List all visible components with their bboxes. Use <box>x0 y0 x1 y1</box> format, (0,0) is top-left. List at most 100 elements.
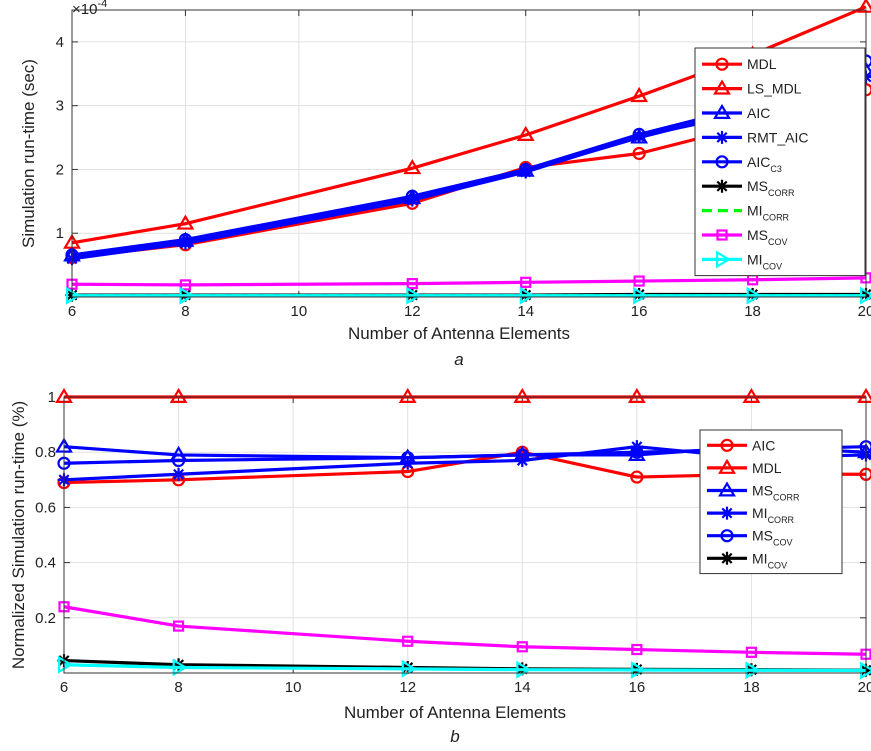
x-tick-label: 20 <box>858 679 871 696</box>
data-point <box>519 165 533 179</box>
legend-label: MDL <box>752 460 782 476</box>
series-line <box>63 663 867 673</box>
data-point <box>633 275 645 287</box>
data-point <box>859 286 871 305</box>
legend-label: MSCORR <box>752 483 800 503</box>
data-point <box>630 86 649 103</box>
legend-label: AIC <box>747 105 770 121</box>
legend-label-main: MI <box>752 550 768 566</box>
y-tick-label: 2 <box>56 161 64 178</box>
data-point <box>406 286 422 305</box>
y-multiplier: ×10-4 <box>72 0 107 18</box>
data-point <box>515 448 529 462</box>
legend-marker <box>715 155 729 169</box>
legend-marker <box>718 458 736 474</box>
panel-caption: b <box>450 727 459 746</box>
legend-marker <box>715 57 729 71</box>
data-point <box>627 445 646 461</box>
x-tick-label: 18 <box>744 303 761 320</box>
x-tick-label: 8 <box>181 303 189 320</box>
legend-label-main: MI <box>747 251 763 267</box>
legend-label-main: AIC <box>752 437 775 453</box>
x-tick-label: 6 <box>60 679 68 696</box>
legend-label: MICOV <box>752 550 787 570</box>
data-point <box>632 129 646 143</box>
data-point <box>745 646 758 658</box>
y-tick-label: 1 <box>48 389 56 406</box>
legend-marker <box>713 103 731 120</box>
data-point <box>401 659 417 678</box>
data-point <box>403 158 422 175</box>
legend-label-main: AIC <box>747 105 770 121</box>
legend-label-subscript: CORR <box>768 188 795 198</box>
data-point <box>172 658 186 672</box>
data-point <box>169 387 188 403</box>
legend-label-subscript: COV <box>768 560 788 570</box>
legend-label-main: AIC <box>747 154 770 170</box>
data-point <box>859 661 871 680</box>
data-point <box>171 453 186 468</box>
legend-marker <box>715 130 729 144</box>
data-point <box>179 279 192 291</box>
legend-label-main: MS <box>747 178 768 194</box>
x-tick-label: 16 <box>631 303 648 320</box>
data-point <box>632 146 646 161</box>
series-line <box>63 605 867 656</box>
legend-label-main: LS_MDL <box>747 81 802 97</box>
y-tick-label: 0.8 <box>35 444 56 461</box>
data-point <box>398 387 417 403</box>
series-group <box>63 0 871 305</box>
legend-label-subscript: COV <box>763 261 783 271</box>
data-point <box>516 641 528 653</box>
legend-marker <box>720 438 734 452</box>
data-point <box>402 635 414 647</box>
legend-label-main: MS <box>752 528 773 544</box>
data-point <box>627 387 646 403</box>
legend-label: MSCOV <box>747 227 788 247</box>
legend-label-subscript: CORR <box>768 515 795 525</box>
data-point <box>178 236 192 250</box>
legend-label: AIC <box>752 437 775 453</box>
panel-caption: a <box>454 350 463 369</box>
axes-frame <box>71 9 867 298</box>
data-point <box>630 445 644 459</box>
legend-label: RMT_AIC <box>747 129 808 145</box>
x-tick-label: 14 <box>517 303 534 320</box>
legend-label: MDL <box>747 56 777 72</box>
y-multiplier-exponent: -4 <box>97 0 107 10</box>
legend-label-subscript: COV <box>768 237 788 247</box>
data-point <box>745 661 761 680</box>
series <box>65 286 871 305</box>
legend-label-subscript: CORR <box>763 213 790 223</box>
legend-marker <box>713 79 731 95</box>
data-point <box>179 286 195 305</box>
data-point <box>57 655 74 674</box>
y-tick-label: 0.2 <box>35 610 56 627</box>
y-tick-label: 0.4 <box>35 555 56 572</box>
x-tick-label: 6 <box>68 303 76 320</box>
y-tick-label: 1 <box>56 225 64 242</box>
x-tick-label: 10 <box>291 303 308 320</box>
legend-marker <box>720 506 734 520</box>
legend-label: LS_MDL <box>747 81 802 97</box>
y-axis-label: Simulation run-time (sec) <box>19 59 38 248</box>
y-multiplier-base: ×10 <box>72 1 97 18</box>
data-point <box>176 214 195 230</box>
x-tick-label: 14 <box>514 679 531 696</box>
legend-label-main: MI <box>747 203 763 219</box>
legend-label: MICOV <box>747 251 782 271</box>
data-point <box>513 387 532 403</box>
y-tick-label: 4 <box>56 34 64 51</box>
legend-marker <box>718 481 736 497</box>
data-point <box>516 125 535 142</box>
legend-label-subscript: COV <box>773 538 793 548</box>
legend-label-main: MDL <box>752 460 782 476</box>
legend-label: AICC3 <box>747 154 782 174</box>
legend-label-main: MS <box>747 227 768 243</box>
data-point <box>742 387 761 403</box>
x-axis-label: Number of Antenna Elements <box>348 324 570 343</box>
legend-label: MSCOV <box>752 528 793 548</box>
